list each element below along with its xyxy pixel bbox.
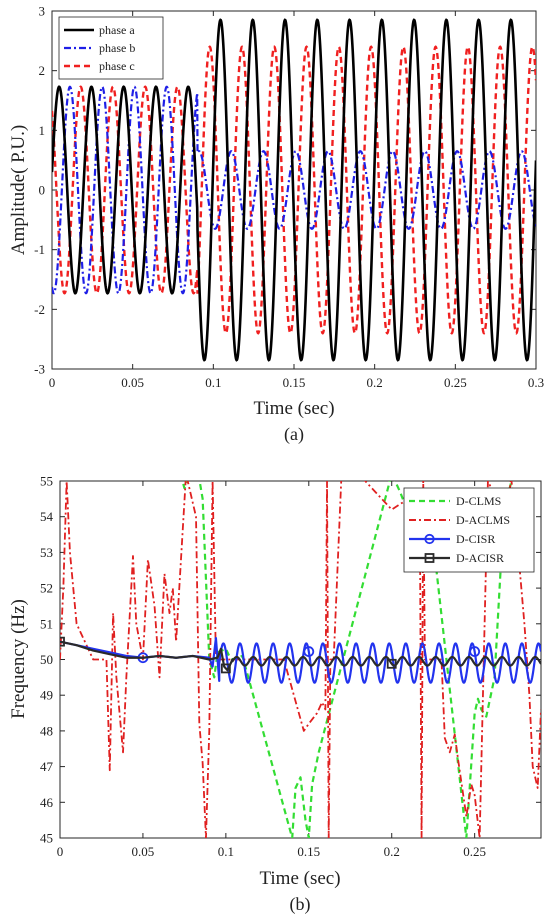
chart-b-plot-area [60,481,541,838]
legend-label-phase-c: phase c [99,59,135,73]
legend-marker-d-cisr [424,533,435,545]
legend-marker-d-acisr [424,553,435,563]
chart-a-ytick-label: 2 [39,63,46,78]
series-d-acisr-marker [386,658,397,669]
chart-a-xtick-label: 0.3 [528,375,544,390]
chart-b-ytick-label: 49 [40,688,53,703]
chart-a-xtick-label: 0.25 [444,375,467,390]
legend-label-d-clms: D-CLMS [456,494,501,508]
series-d-cisr-line [60,636,541,684]
legend-label-d-aclms: D-ACLMS [456,513,510,527]
chart-a-ytick-label: -3 [34,362,45,377]
chart-b-caption: (b) [290,894,311,915]
chart-b-ytick-label: 46 [40,795,54,810]
chart-b-ticks: 0 0.05 0.1 0.15 0.2 0.25 45 46 47 48 49 50 51 52 53 54 5… [40,474,541,859]
chart-b-ytick-label: 54 [40,509,54,524]
chart-a-xtick-label: 0.05 [121,375,144,390]
chart-b-xtick-label: 0.25 [463,844,486,859]
chart-b-ytick-label: 47 [40,759,54,774]
series-phase-c-line [52,45,536,335]
chart-b-legend-box [403,487,535,573]
chart-b: 0 0.05 0.1 0.15 0.2 0.25 45 46 47 48 49 50 51 52 53 54 5… [8,474,542,915]
legend-label-phase-b: phase b [99,41,135,55]
legend-label-d-cisr: D-CISR [456,532,495,546]
series-phase-b-line [52,85,536,295]
chart-a: 0 0.05 0.1 0.15 0.2 0.25 0.3 -3 -2 -1 0 1 2 3 Amplitu… [8,4,544,446]
chart-a-ytick-label: 1 [39,123,46,138]
chart-b-ytick-label: 55 [40,474,53,489]
series-d-cisr-marker [469,646,481,657]
series-phase-a-line [52,18,536,362]
chart-a-ytick-label: -2 [34,302,45,317]
chart-a-caption: (a) [284,424,304,445]
chart-a-ylabel: Amplitude( P.U.) [8,125,29,255]
chart-a-legend: phase a phase b phase c [58,16,164,80]
chart-a-ytick-label: -1 [34,242,45,257]
chart-a-xlabel: Time (sec) [253,398,334,419]
series-d-cisr-marker [303,646,315,657]
chart-b-ytick-label: 48 [40,723,53,738]
chart-a-xtick-label: 0.2 [367,375,383,390]
legend-label-d-acisr: D-ACISR [456,551,504,565]
chart-a-ytick-label: 0 [39,183,46,198]
series-d-acisr-marker [60,636,65,647]
chart-a-ticks: 0 0.05 0.1 0.15 0.2 0.25 0.3 -3 -2 -1 0 1 2 3 [34,4,544,391]
chart-a-legend-box [58,16,164,80]
chart-a-xtick-label: 0 [49,375,56,390]
chart-a-ytick-label: 3 [39,4,46,19]
series-d-acisr-marker [220,663,231,674]
chart-a-plot-area [52,18,536,362]
chart-b-ytick-label: 45 [40,831,53,846]
chart-a-xtick-label: 0.15 [283,375,306,390]
chart-b-xtick-label: 0 [57,844,64,859]
series-d-aclms-line [60,481,541,838]
series-d-acisr-line [60,640,541,672]
chart-b-xtick-label: 0.05 [132,844,155,859]
chart-b-xtick-label: 0.1 [218,844,234,859]
chart-b-ytick-label: 52 [40,581,53,596]
chart-b-legend: D-CLMS D-ACLMS D-CISR D-ACISR [403,487,535,573]
chart-b-xtick-label: 0.2 [384,844,400,859]
legend-label-phase-a: phase a [99,23,135,37]
chart-b-ytick-label: 50 [40,652,53,667]
chart-b-xlabel: Time (sec) [259,868,340,889]
chart-b-ytick-label: 53 [40,545,53,560]
chart-b-ylabel: Frequency (Hz) [8,599,29,719]
chart-b-xtick-label: 0.15 [297,844,320,859]
chart-b-ytick-label: 51 [40,616,53,631]
chart-a-xtick-label: 0.1 [205,375,221,390]
